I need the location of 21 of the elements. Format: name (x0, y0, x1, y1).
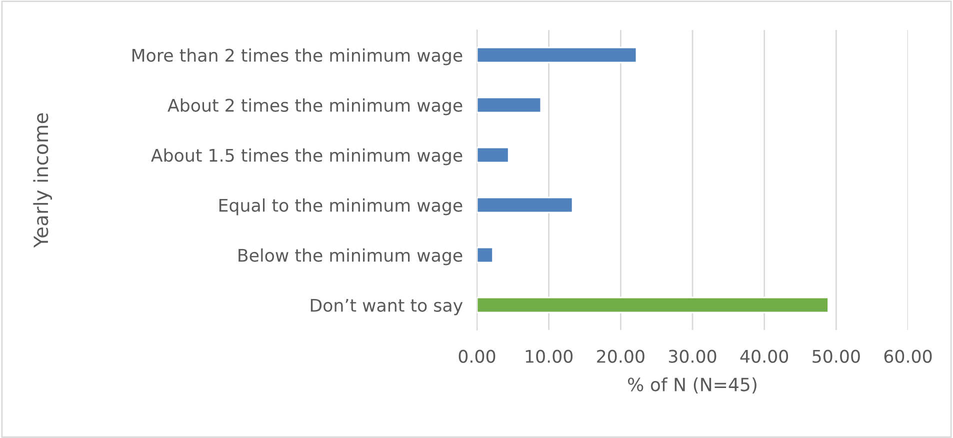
x-tick-label: 0.00 (458, 350, 496, 363)
bar (477, 46, 638, 64)
bar (477, 96, 542, 114)
y-tick-label: Below the minimum wage (238, 248, 462, 266)
x-tick-label: 40.00 (740, 350, 788, 363)
y-tick-label: Equal to the minimum wage (219, 198, 462, 216)
x-tick-label: 10.00 (526, 350, 573, 363)
bar (477, 246, 494, 264)
x-tick-label: 60.00 (884, 350, 932, 363)
x-axis-title: % of N (N=45) (628, 377, 756, 394)
y-axis-title: Yearly income (33, 113, 52, 248)
x-tick-label: 50.00 (812, 350, 860, 363)
y-tick-label: More than 2 times the minimum wage (132, 48, 462, 66)
bar (477, 146, 510, 164)
y-tick-label: Don’t want to say (310, 298, 463, 316)
bar (477, 196, 574, 214)
x-tick-label: 30.00 (668, 350, 716, 363)
x-tick-label: 20.00 (597, 350, 644, 363)
y-tick-label: About 1.5 times the minimum wage (151, 148, 462, 166)
y-tick-label: About 2 times the minimum wage (168, 98, 462, 116)
bar (477, 296, 829, 314)
